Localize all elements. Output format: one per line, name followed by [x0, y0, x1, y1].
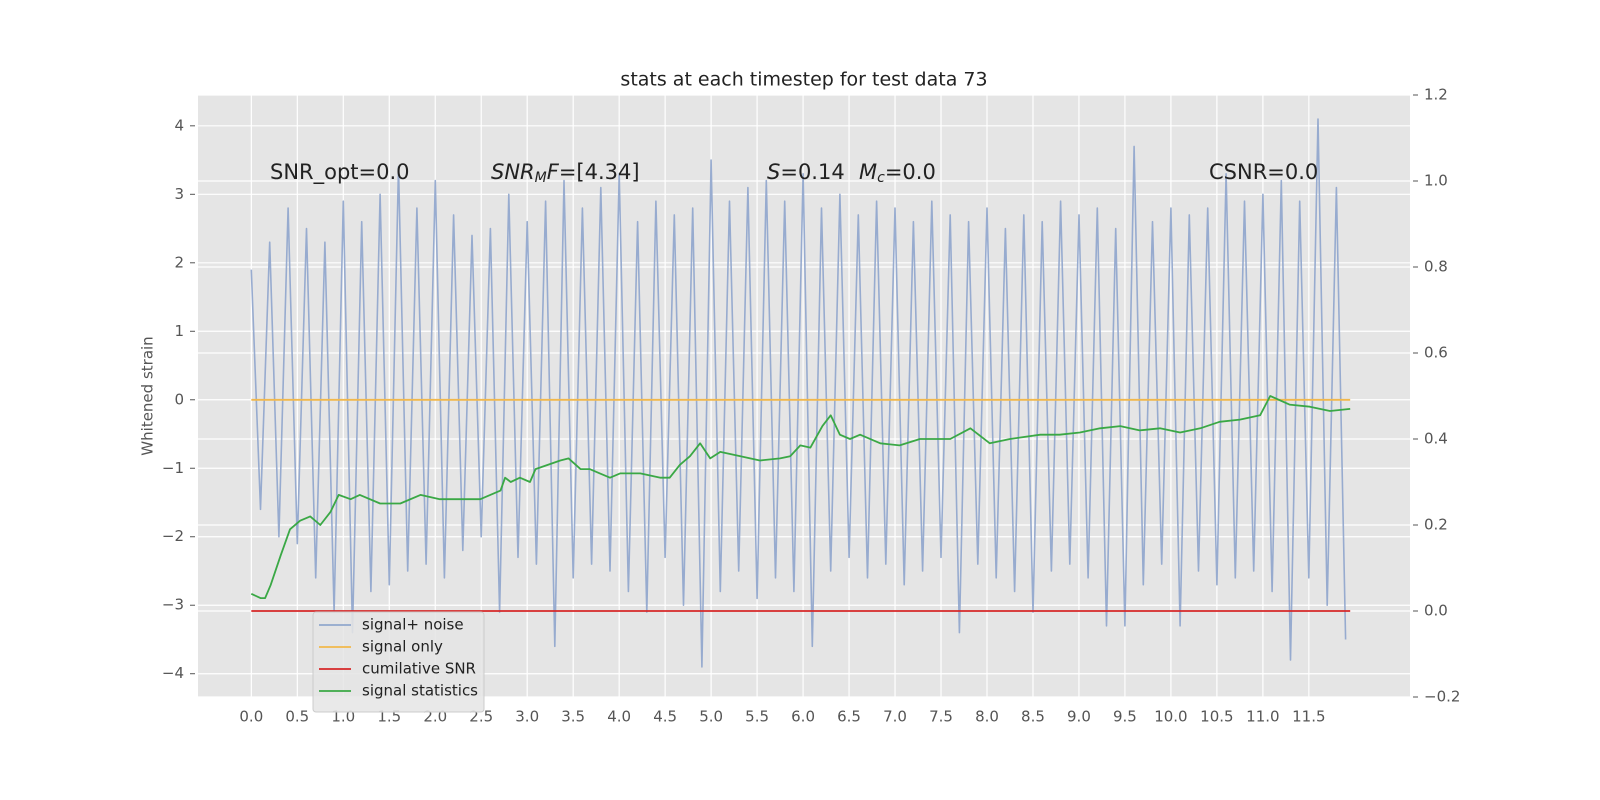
y2-tick-label: 0.0: [1424, 602, 1448, 620]
annotation-part: =0.0: [885, 160, 936, 184]
x-tick-label: 10.5: [1200, 708, 1233, 726]
x-tick-label: 8.0: [975, 708, 999, 726]
y2-tick-label: −0.2: [1424, 688, 1460, 706]
annotation: SNR_opt=0.0: [270, 160, 410, 185]
annotation: CSNR=0.0: [1209, 160, 1318, 184]
annotation: SNRMF=[4.34]: [491, 160, 640, 186]
x-tick-label: 4.5: [653, 708, 677, 726]
y2-tick-label: 1.0: [1424, 172, 1448, 190]
y-tick-label: 2: [174, 253, 184, 271]
x-tick-label: 11.0: [1246, 708, 1279, 726]
chart-title: stats at each timestep for test data 73: [620, 69, 987, 91]
annotation-part: =[4.34]: [559, 160, 640, 184]
annotation-part: =0.14: [780, 160, 844, 184]
y2-tick-label: 0.4: [1424, 430, 1448, 448]
annotation-part: SNR_opt=0.0: [270, 160, 410, 185]
legend-label: signal only: [362, 638, 443, 656]
axes: 0.0 0.5 1.0 1.5 2.0 2.5 3.0 3.5 4.0 4.5 5.0 5.5 6.0 6…: [162, 86, 1461, 726]
x-tick-label: 4.0: [607, 708, 631, 726]
x-tick-label: 7.5: [929, 708, 953, 726]
annotation-part: c: [877, 170, 885, 186]
series-line: [250, 118, 1347, 668]
y-tick-label: −4: [162, 664, 184, 682]
y-tick-label: −3: [162, 596, 184, 614]
annotation: Mc=0.0: [859, 160, 936, 186]
annotation: S=0.14: [767, 160, 845, 184]
x-tick-label: 5.0: [699, 708, 723, 726]
annotation-part: M: [859, 160, 877, 184]
y-tick-label: 4: [174, 116, 184, 134]
x-tick-label: 5.5: [745, 708, 769, 726]
legend-label: signal+ noise: [362, 616, 464, 634]
y-tick-label: 3: [174, 185, 184, 203]
marks: [250, 118, 1351, 668]
annotation-part: F: [547, 160, 560, 184]
x-tick-label: 7.0: [883, 708, 907, 726]
x-tick-label: 3.0: [515, 708, 539, 726]
x-tick-label: 11.5: [1292, 708, 1325, 726]
x-tick-label: 9.5: [1113, 708, 1137, 726]
x-tick-label: 10.0: [1154, 708, 1187, 726]
x-tick-label: 6.5: [837, 708, 861, 726]
y-axis-label: Whitened strain: [139, 336, 157, 455]
legend: signal+ noise signal only cumilative SNR si…: [312, 611, 485, 713]
x-tick-label: 0.0: [239, 708, 263, 726]
y-tick-label: −2: [162, 527, 184, 545]
annotation-part: S: [767, 160, 780, 184]
y-tick-label: 1: [174, 322, 184, 340]
y2-tick-label: 0.6: [1424, 344, 1448, 362]
annotation-part: CSNR=0.0: [1209, 160, 1318, 184]
legend-box: [312, 611, 485, 713]
legend-label: signal statistics: [362, 682, 478, 700]
x-tick-label: 3.5: [561, 708, 585, 726]
x-tick-label: 9.0: [1067, 708, 1091, 726]
y2-tick-label: 1.2: [1424, 86, 1448, 104]
y2-tick-label: 0.8: [1424, 258, 1448, 276]
y2-tick-label: 0.2: [1424, 516, 1448, 534]
x-tick-label: 8.5: [1021, 708, 1045, 726]
x-tick-label: 6.0: [791, 708, 815, 726]
y-tick-label: 0: [174, 390, 184, 408]
series-line: [250, 395, 1351, 599]
x-tick-label: 0.5: [285, 708, 309, 726]
annotation-part: SNR: [491, 160, 535, 184]
annotation-part: M: [535, 170, 547, 186]
legend-label: cumilative SNR: [362, 660, 476, 678]
y-tick-label: −1: [162, 459, 184, 477]
